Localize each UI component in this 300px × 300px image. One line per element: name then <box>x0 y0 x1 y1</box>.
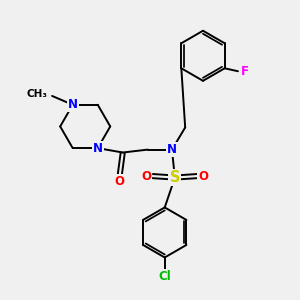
Text: S: S <box>169 170 180 185</box>
Text: O: O <box>115 175 125 188</box>
Text: Cl: Cl <box>158 270 171 283</box>
Text: N: N <box>167 143 177 156</box>
Text: N: N <box>93 142 103 154</box>
Text: O: O <box>198 169 208 183</box>
Text: F: F <box>241 65 249 78</box>
Text: O: O <box>141 169 151 183</box>
Text: CH₃: CH₃ <box>27 89 48 100</box>
Text: N: N <box>68 98 78 111</box>
